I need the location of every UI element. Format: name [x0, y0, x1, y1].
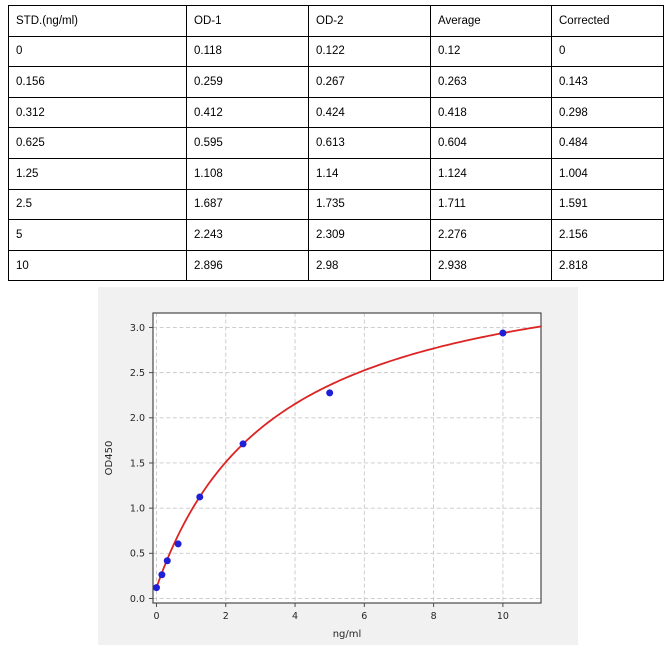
data-point: [163, 557, 171, 565]
table-cell: 0.12: [430, 35, 552, 68]
standard-curve-chart: 0 2 4 6 8 10 0.0 0.5 1.0 1.5 2.0 2.5 3.0 ng/ml OD450: [98, 287, 578, 645]
data-point: [196, 493, 204, 501]
column-header: OD-2: [308, 5, 431, 37]
standard-curve-table: STD.(ng/ml) OD-1 OD-2 Average Corrected 0 0.1…: [8, 5, 664, 282]
table-cell: 1.735: [308, 188, 431, 221]
table-cell: 0.595: [186, 127, 309, 159]
table-cell: 0.143: [551, 66, 664, 98]
y-tick-label: 1.5: [130, 458, 145, 469]
standard-curve-figure: 0 2 4 6 8 10 0.0 0.5 1.0 1.5 2.0 2.5 3.0 ng/ml OD450: [98, 287, 578, 645]
table-cell: 0.259: [186, 66, 309, 98]
table-cell: 1.25: [8, 157, 187, 190]
table-cell: 5: [8, 219, 187, 251]
x-tick-label: 8: [431, 611, 437, 622]
table-cell: 0: [8, 35, 187, 68]
table-row: 5 2.243 2.309 2.276 2.156: [8, 219, 664, 251]
data-point: [326, 389, 334, 397]
table-cell: 2.818: [551, 249, 664, 282]
data-point: [499, 329, 507, 337]
table-cell: 1.124: [430, 157, 552, 190]
data-point: [239, 440, 247, 448]
x-tick-label: 0: [153, 611, 159, 622]
table-cell: 2.243: [186, 219, 309, 251]
column-header: Average: [430, 5, 552, 37]
data-point: [158, 571, 166, 579]
table-cell: 1.14: [308, 157, 431, 190]
y-tick-label: 0.5: [130, 549, 145, 560]
x-tick-label: 10: [497, 611, 509, 622]
table-cell: 2.98: [308, 249, 431, 282]
plot-area: [153, 313, 541, 603]
table-cell: 0.418: [430, 96, 552, 129]
y-tick-label: 1.0: [130, 504, 145, 515]
table-cell: 2.896: [186, 249, 309, 282]
fit-curve: [155, 325, 542, 589]
table-cell: 0.312: [8, 96, 187, 129]
y-tick-label: 0.0: [130, 594, 145, 605]
table-cell: 2.309: [308, 219, 431, 251]
table-row: 0.312 0.412 0.424 0.418 0.298: [8, 96, 664, 129]
table-cell: 0.412: [186, 96, 309, 129]
data-point: [152, 584, 160, 592]
table-cell: 0.604: [430, 127, 552, 159]
plot-border: [152, 312, 542, 604]
column-header: Corrected: [551, 5, 664, 37]
table-cell: 1.004: [551, 157, 664, 190]
table-cell: 0.118: [186, 35, 309, 68]
table-body: 0 0.118 0.122 0.12 0 0.156 0.259 0.267 0.263 0.14…: [8, 35, 664, 282]
table-cell: 1.711: [430, 188, 552, 221]
table-cell: 2.5: [8, 188, 187, 221]
table-row: 2.5 1.687 1.735 1.711 1.591: [8, 188, 664, 221]
table-cell: 0.263: [430, 66, 552, 98]
y-tick-label: 2.5: [130, 368, 145, 379]
table-cell: 0.122: [308, 35, 431, 68]
table-header-row: STD.(ng/ml) OD-1 OD-2 Average Corrected: [8, 5, 664, 37]
table-cell: 0.298: [551, 96, 664, 129]
table-cell: 0.484: [551, 127, 664, 159]
table-row: 10 2.896 2.98 2.938 2.818: [8, 249, 664, 282]
table-cell: 1.591: [551, 188, 664, 221]
table-cell: 0.613: [308, 127, 431, 159]
table-cell: 2.276: [430, 219, 552, 251]
table-row: 1.25 1.108 1.14 1.124 1.004: [8, 157, 664, 190]
table-cell: 2.938: [430, 249, 552, 282]
y-tick-label: 2.0: [130, 413, 145, 424]
table-cell: 0.424: [308, 96, 431, 129]
table-row: 0.156 0.259 0.267 0.263 0.143: [8, 66, 664, 98]
table-row: 0.625 0.595 0.613 0.604 0.484: [8, 127, 664, 159]
y-tick-label: 3.0: [130, 323, 145, 334]
x-axis-label: ng/ml: [333, 629, 362, 640]
x-tick-label: 6: [361, 611, 367, 622]
data-point: [174, 540, 182, 548]
table-cell: 2.156: [551, 219, 664, 251]
column-header: OD-1: [186, 5, 309, 37]
table-cell: 1.108: [186, 157, 309, 190]
table-row: 0 0.118 0.122 0.12 0: [8, 35, 664, 68]
table-cell: 10: [8, 249, 187, 282]
table-cell: 0.625: [8, 127, 187, 159]
table-cell: 0: [551, 35, 664, 68]
table-cell: 1.687: [186, 188, 309, 221]
column-header: STD.(ng/ml): [8, 5, 187, 37]
y-axis-label: OD450: [104, 441, 115, 476]
table-cell: 0.156: [8, 66, 187, 98]
table-cell: 0.267: [308, 66, 431, 98]
x-tick-label: 2: [223, 611, 229, 622]
x-tick-label: 4: [292, 611, 298, 622]
